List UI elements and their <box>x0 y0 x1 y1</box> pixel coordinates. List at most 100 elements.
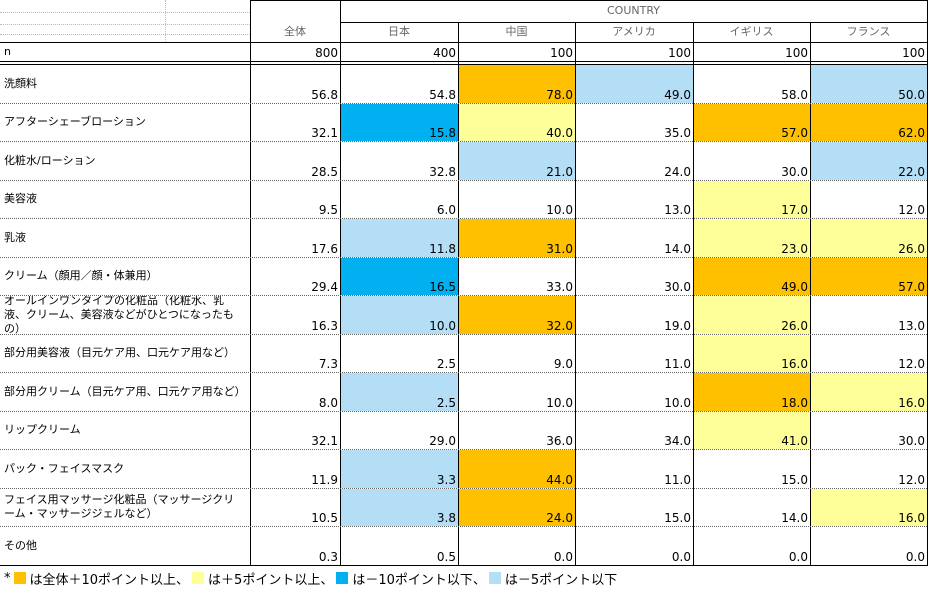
value-cell: 17.0 <box>694 180 810 218</box>
value-cell: 35.0 <box>576 103 693 141</box>
legend-swatch <box>336 572 349 584</box>
value-cell: 62.0 <box>811 103 927 141</box>
row-label: パック・フェイスマスク <box>4 461 125 475</box>
value-cell: 22.0 <box>811 142 927 180</box>
column-border <box>693 22 694 565</box>
value-cell: 16.0 <box>694 334 810 372</box>
row-separator <box>0 372 927 373</box>
value-cell: 16.0 <box>811 488 927 526</box>
n-value: 100 <box>550 46 573 60</box>
value-cell: 12.0 <box>811 450 927 488</box>
gridline <box>0 24 250 25</box>
value-cell: 30.0 <box>694 142 810 180</box>
value-cell: 16.3 <box>251 296 340 334</box>
column-border <box>810 22 811 565</box>
value-cell: 17.6 <box>251 219 340 257</box>
row-separator <box>0 179 927 181</box>
n-value: 400 <box>433 46 456 60</box>
value-cell: 44.0 <box>459 450 575 488</box>
row-separator <box>0 526 927 527</box>
value-cell: 21.0 <box>459 142 575 180</box>
row-label: リップクリーム <box>4 423 81 437</box>
value-cell: 11.0 <box>576 450 693 488</box>
value-cell: 32.0 <box>459 296 575 334</box>
row-label: オールインワンタイプの化粧品（化粧水、乳液、クリーム、美容液などがひとつになった… <box>4 296 234 334</box>
value-cell: 19.0 <box>576 296 693 334</box>
value-cell: 14.0 <box>694 488 810 526</box>
legend-text: は＋5ポイント以上、 <box>208 572 334 588</box>
value-cell: 7.3 <box>251 334 340 372</box>
column-header: 日本 <box>388 25 410 38</box>
value-cell: 49.0 <box>576 65 693 103</box>
value-cell: 26.0 <box>694 296 810 334</box>
column-header: イギリス <box>729 25 774 38</box>
value-cell: 12.0 <box>811 180 927 218</box>
column-border <box>250 0 251 565</box>
row-separator <box>0 487 927 489</box>
value-cell: 13.0 <box>576 180 693 218</box>
country-header: COUNTRY <box>607 4 660 17</box>
value-cell: 29.0 <box>341 411 458 449</box>
gridline <box>0 12 250 13</box>
value-cell: 32.1 <box>251 103 340 141</box>
row-label: クリーム（顔用／顔・体兼用） <box>4 269 158 283</box>
legend-asterisk: * <box>4 570 11 586</box>
value-cell: 49.0 <box>694 257 810 295</box>
n-value: 100 <box>785 46 808 60</box>
row-label: 洗顔料 <box>4 76 37 90</box>
row-label: フェイス用マッサージ化粧品（マッサージクリーム・マッサージジェルなど） <box>4 493 235 521</box>
value-cell: 32.8 <box>341 142 458 180</box>
n-value: 800 <box>315 46 338 60</box>
value-cell: 2.5 <box>341 373 458 411</box>
value-cell: 0.0 <box>459 527 575 565</box>
value-cell: 58.0 <box>694 65 810 103</box>
column-border <box>575 22 576 565</box>
column-header: 全体 <box>284 25 306 38</box>
value-cell: 2.5 <box>341 334 458 372</box>
row-label: 部分用クリーム（目元ケア用、口元ケア用など） <box>4 384 244 398</box>
value-cell: 6.0 <box>341 180 458 218</box>
n-value: 100 <box>668 46 691 60</box>
value-cell: 11.8 <box>341 219 458 257</box>
row-separator <box>0 333 927 335</box>
column-border <box>927 0 928 565</box>
value-cell: 32.1 <box>251 411 340 449</box>
row-border <box>0 42 928 43</box>
value-cell: 13.0 <box>811 296 927 334</box>
value-cell: 29.4 <box>251 257 340 295</box>
value-cell: 14.0 <box>576 219 693 257</box>
value-cell: 15.8 <box>341 103 458 141</box>
value-cell: 30.0 <box>576 257 693 295</box>
row-border <box>0 564 928 566</box>
value-cell: 9.0 <box>459 334 575 372</box>
row-separator <box>0 410 927 412</box>
row-border <box>0 64 928 65</box>
legend-text: は－5ポイント以下 <box>504 572 618 588</box>
value-cell: 18.0 <box>694 373 810 411</box>
row-label: 化粧水/ローション <box>4 153 96 167</box>
column-header: 中国 <box>505 25 528 38</box>
value-cell: 31.0 <box>459 219 575 257</box>
value-cell: 11.9 <box>251 450 340 488</box>
value-cell: 10.0 <box>341 296 458 334</box>
row-border <box>250 0 928 1</box>
column-header: アメリカ <box>612 25 656 38</box>
value-cell: 11.0 <box>576 334 693 372</box>
legend-swatch <box>488 572 501 584</box>
value-cell: 0.0 <box>576 527 693 565</box>
row-label: 美容液 <box>4 192 37 206</box>
value-cell: 8.0 <box>251 373 340 411</box>
n-label: n <box>4 44 11 58</box>
value-cell: 24.0 <box>576 142 693 180</box>
row-separator <box>0 256 927 258</box>
value-cell: 10.0 <box>576 373 693 411</box>
legend-swatch <box>192 572 205 584</box>
row-separator <box>0 295 927 296</box>
value-cell: 28.5 <box>251 142 340 180</box>
value-cell: 3.8 <box>341 488 458 526</box>
value-cell: 54.8 <box>341 65 458 103</box>
value-cell: 41.0 <box>694 411 810 449</box>
value-cell: 56.8 <box>251 65 340 103</box>
value-cell: 26.0 <box>811 219 927 257</box>
